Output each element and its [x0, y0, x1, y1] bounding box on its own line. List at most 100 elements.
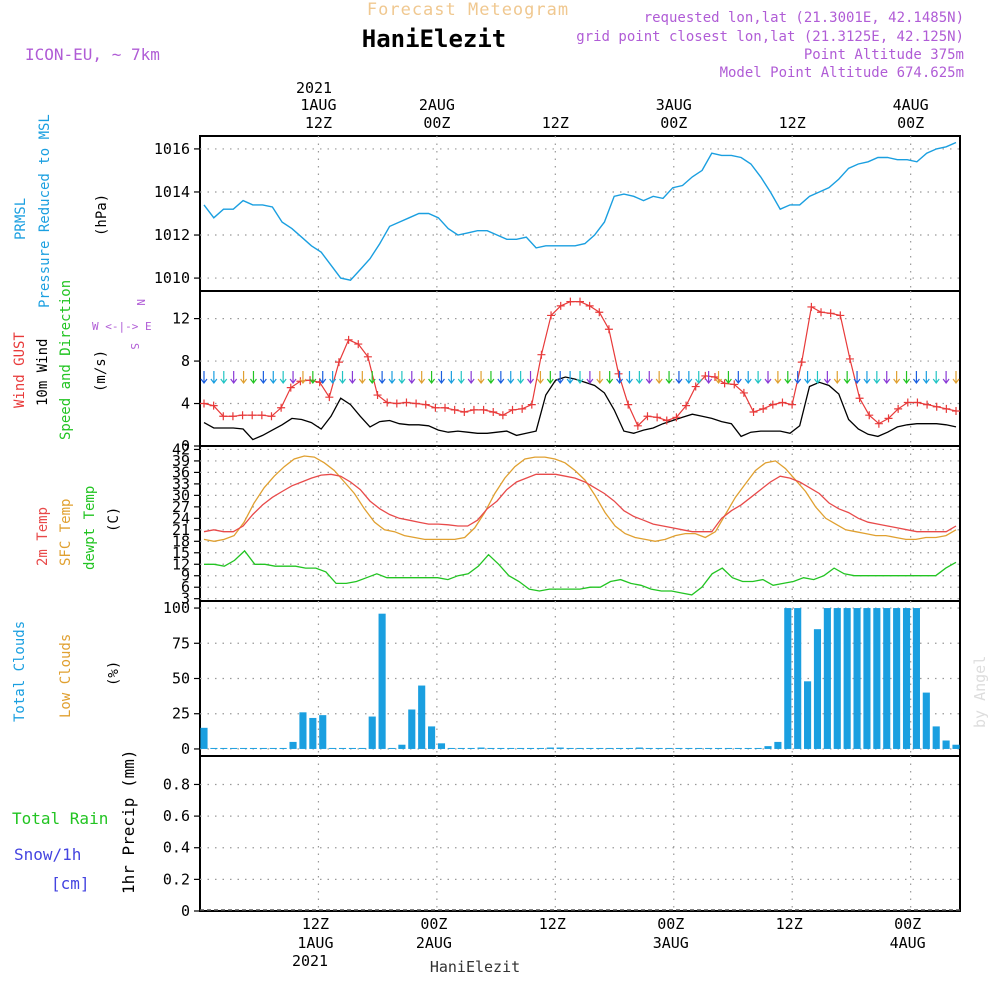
wind-gust-marker: [932, 402, 941, 411]
wind-direction-arrow: [645, 370, 653, 384]
wind-direction-arrow: [339, 370, 347, 384]
total-cloud-bar: [724, 747, 732, 749]
total-cloud-bar: [437, 743, 446, 749]
wind-gust-marker: [402, 398, 411, 407]
wind-gust-marker: [238, 411, 247, 420]
bottom-tick-date: 4AUG: [890, 934, 926, 952]
wind-direction-arrow: [348, 370, 356, 384]
wind-direction-arrow: [833, 370, 841, 384]
low-clouds-label: Low Clouds: [58, 634, 74, 718]
wind-gust-marker: [325, 393, 334, 402]
wind-direction-arrow: [883, 370, 891, 384]
total-cloud-bar: [655, 747, 663, 749]
closest-coords: grid point closest lon,lat (21.3125E, 42…: [576, 29, 964, 45]
total-cloud-bar: [319, 715, 327, 749]
total-cloud-bar: [596, 747, 604, 749]
wind-gust-marker: [691, 382, 700, 391]
y-tick-label: 33: [172, 475, 190, 493]
bottom-tick-date: 1AUG: [297, 934, 333, 952]
wind-gust-marker: [489, 408, 498, 417]
wind-direction-arrow: [724, 370, 732, 384]
total-cloud-bar: [517, 747, 525, 749]
station-title: HaniElezit: [362, 25, 507, 53]
wind-direction-arrow: [220, 370, 228, 384]
pressure-line: [203, 141, 957, 281]
requested-coords: requested lon,lat (21.3001E, 42.1485N): [644, 10, 964, 26]
y-tick-label: 1016: [154, 140, 190, 158]
y-tick-label: 12: [172, 310, 190, 328]
top-tick-date: 4AUG: [893, 96, 929, 114]
wind-gust-marker: [363, 352, 372, 361]
total-cloud-bar: [813, 629, 822, 749]
wind-direction-arrow: [675, 370, 683, 384]
total-cloud-bar: [586, 747, 594, 749]
wind-gust-marker: [257, 411, 266, 420]
pressure-y-ticks: 1010 1012 1014 1016: [154, 140, 200, 287]
wind-direction-arrow: [319, 370, 327, 384]
top-tick-hour: 00Z: [423, 114, 450, 132]
total-cloud-bar: [269, 747, 277, 749]
y-tick-label: 27: [172, 498, 190, 516]
total-cloud-bar: [616, 747, 624, 749]
total-cloud-bar: [784, 608, 792, 749]
total-cloud-bar: [536, 747, 544, 749]
wind-direction-arrow: [249, 370, 257, 384]
wind-direction-arrow: [734, 370, 742, 384]
compass-south: S: [128, 343, 141, 350]
total-cloud-bar: [408, 709, 416, 749]
wind-direction-arrow: [586, 370, 594, 384]
y-tick-label: 50: [172, 670, 190, 688]
sfc-temp-line: [203, 455, 957, 542]
total-cloud-bar: [279, 747, 287, 749]
total-cloud-bar: [606, 747, 614, 749]
wind-direction-arrow: [893, 370, 901, 384]
wind-direction-arrow: [418, 370, 426, 384]
model-label: ICON-EU, ~ 7km: [25, 45, 160, 64]
total-cloud-bar: [259, 747, 267, 749]
total-cloud-bar: [378, 613, 386, 749]
total-cloud-bar: [299, 712, 307, 749]
bottom-tick-hour: 12Z: [776, 915, 803, 933]
footer-station: HaniElezit: [430, 958, 520, 976]
y-tick-label: 25: [172, 705, 190, 723]
top-tick-hour: 12Z: [542, 114, 569, 132]
wind-direction-arrow: [774, 370, 782, 384]
precip-y-ticks: 0 0.2 0.4 0.6 0.8: [163, 775, 200, 920]
wind-gust-marker: [653, 413, 662, 422]
wind-gust-marker: [344, 335, 353, 344]
y-tick-label: 36: [172, 463, 190, 481]
y-tick-label: 6: [181, 578, 190, 596]
total-cloud-bar: [249, 747, 258, 749]
top-title: Forecast Meteogram: [367, 0, 569, 20]
wind-direction-arrow: [447, 370, 455, 384]
y-tick-label: 1014: [154, 183, 190, 201]
total-cloud-bar: [774, 741, 782, 749]
total-cloud-bar: [210, 747, 218, 749]
precip-grid: [200, 756, 960, 911]
wind-gust-marker: [797, 358, 806, 367]
y-tick-label: 8: [181, 352, 190, 370]
y-tick-label: 0.6: [163, 807, 190, 825]
total-cloud-bar: [477, 747, 485, 749]
y-tick-label: 0.8: [163, 775, 190, 793]
wind-gust-marker: [739, 388, 748, 397]
total-cloud-bar: [734, 747, 742, 749]
wind-gust-marker: [219, 412, 228, 421]
wind-gust-marker: [903, 398, 912, 407]
wind-direction-arrow: [378, 370, 386, 384]
total-cloud-bar: [200, 727, 208, 749]
wind-panel: 0 4 8 12 Wind GUST 10m Wind Speed and Direc…: [12, 280, 961, 455]
wind-direction-arrow: [625, 370, 633, 384]
wind-direction-arrow: [299, 370, 307, 384]
top-tick-hour: 12Z: [779, 114, 806, 132]
wind-gust-marker: [662, 416, 671, 425]
pressure-unit-label: (hPa): [94, 194, 110, 236]
wind-gust-marker: [527, 400, 536, 409]
total-cloud-bar: [942, 740, 950, 749]
wind-y-ticks: 0 4 8 12: [172, 310, 200, 455]
total-cloud-bar: [230, 747, 238, 749]
wind-gust-marker: [672, 413, 681, 422]
total-cloud-bar: [675, 747, 683, 749]
precip-frame: [199, 755, 961, 912]
wind-direction-arrow: [368, 370, 376, 384]
